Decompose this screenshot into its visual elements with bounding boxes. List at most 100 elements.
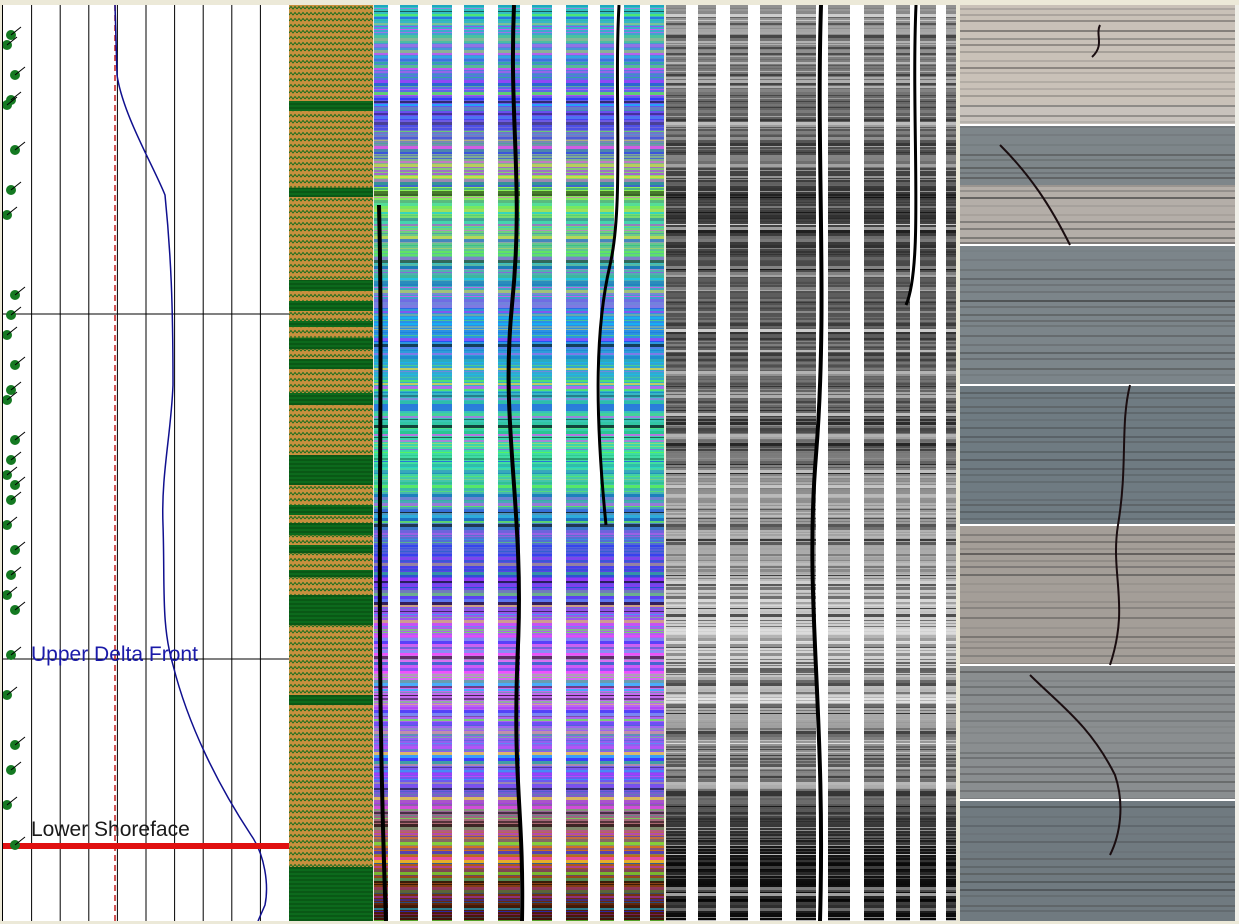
fossil-tick xyxy=(6,326,18,336)
image-band xyxy=(374,83,664,86)
pad-gap xyxy=(552,5,566,921)
image-band xyxy=(666,221,956,222)
image-band xyxy=(666,92,956,95)
image-band xyxy=(374,431,664,434)
lithology-plot xyxy=(289,5,373,921)
image-band xyxy=(374,497,664,500)
image-band xyxy=(666,782,956,785)
image-band xyxy=(666,122,956,125)
lithology-layer-shale xyxy=(289,359,373,369)
image-band xyxy=(666,167,956,168)
image-band xyxy=(666,425,956,426)
image-band xyxy=(666,818,956,820)
image-band xyxy=(374,428,664,429)
image-band xyxy=(666,185,956,186)
lithology-layer-sand xyxy=(289,405,373,455)
image-band xyxy=(374,485,664,488)
image-band xyxy=(666,836,956,838)
image-band xyxy=(374,284,664,286)
core-photograph-plot xyxy=(960,5,1235,921)
image-band xyxy=(374,896,664,898)
image-band xyxy=(374,281,664,284)
image-band xyxy=(374,335,664,336)
image-band xyxy=(666,449,956,451)
image-band xyxy=(666,845,956,846)
image-band xyxy=(374,47,664,48)
image-band xyxy=(666,821,956,822)
image-band xyxy=(666,665,956,666)
image-band xyxy=(666,164,956,167)
image-band xyxy=(666,212,956,213)
image-band xyxy=(666,182,956,185)
image-band xyxy=(666,353,956,356)
image-band xyxy=(666,851,956,852)
image-band xyxy=(374,248,664,249)
image-band xyxy=(666,878,956,879)
image-band xyxy=(666,893,956,896)
image-band xyxy=(666,662,956,664)
image-band xyxy=(374,677,664,678)
lithology-layer-sand xyxy=(289,311,373,321)
image-band xyxy=(666,152,956,153)
image-band xyxy=(666,611,956,613)
image-band xyxy=(374,752,664,755)
image-band xyxy=(374,425,664,428)
image-band xyxy=(374,707,664,709)
image-band xyxy=(666,695,956,697)
image-band xyxy=(666,245,956,248)
image-band xyxy=(666,617,956,620)
image-band xyxy=(666,812,956,814)
image-band xyxy=(374,182,664,185)
fossil-tick xyxy=(14,836,26,846)
image-band xyxy=(374,917,664,918)
image-band xyxy=(666,884,956,885)
image-band xyxy=(666,242,956,245)
image-band xyxy=(666,161,956,164)
image-band xyxy=(374,398,664,400)
image-band xyxy=(374,119,664,120)
image-band xyxy=(374,311,664,313)
image-band xyxy=(666,149,956,150)
image-band xyxy=(374,131,664,132)
image-band xyxy=(666,128,956,129)
image-band xyxy=(666,785,956,788)
image-band xyxy=(374,509,664,512)
image-band xyxy=(374,215,664,216)
image-band xyxy=(374,527,664,530)
image-band xyxy=(666,506,956,508)
image-band xyxy=(666,308,956,309)
fossil-tick xyxy=(10,761,22,771)
image-band xyxy=(666,482,956,484)
image-band xyxy=(666,26,956,28)
image-band xyxy=(666,632,956,634)
image-band xyxy=(666,830,956,831)
borehole-image-color xyxy=(374,5,664,921)
image-band xyxy=(374,32,664,33)
image-band xyxy=(374,287,664,288)
lithology-layer-sand xyxy=(289,291,373,301)
image-band xyxy=(374,512,664,513)
image-band xyxy=(666,833,956,834)
image-band xyxy=(666,410,956,411)
pad-gap xyxy=(748,5,760,921)
image-band xyxy=(374,464,664,467)
image-band xyxy=(374,179,664,182)
image-band xyxy=(666,491,956,494)
image-band xyxy=(666,179,956,180)
image-band xyxy=(374,290,664,293)
image-band xyxy=(374,866,664,868)
image-band xyxy=(374,125,664,127)
image-band xyxy=(374,161,664,163)
image-band xyxy=(666,173,956,174)
image-band xyxy=(666,497,956,498)
image-band xyxy=(666,689,956,691)
image-band xyxy=(666,431,956,433)
image-band xyxy=(374,470,664,473)
image-band xyxy=(666,644,956,647)
image-band xyxy=(666,734,956,737)
image-band xyxy=(666,191,956,192)
image-band xyxy=(666,266,956,269)
image-band xyxy=(374,908,664,910)
image-band xyxy=(374,374,664,375)
image-band xyxy=(666,269,956,270)
